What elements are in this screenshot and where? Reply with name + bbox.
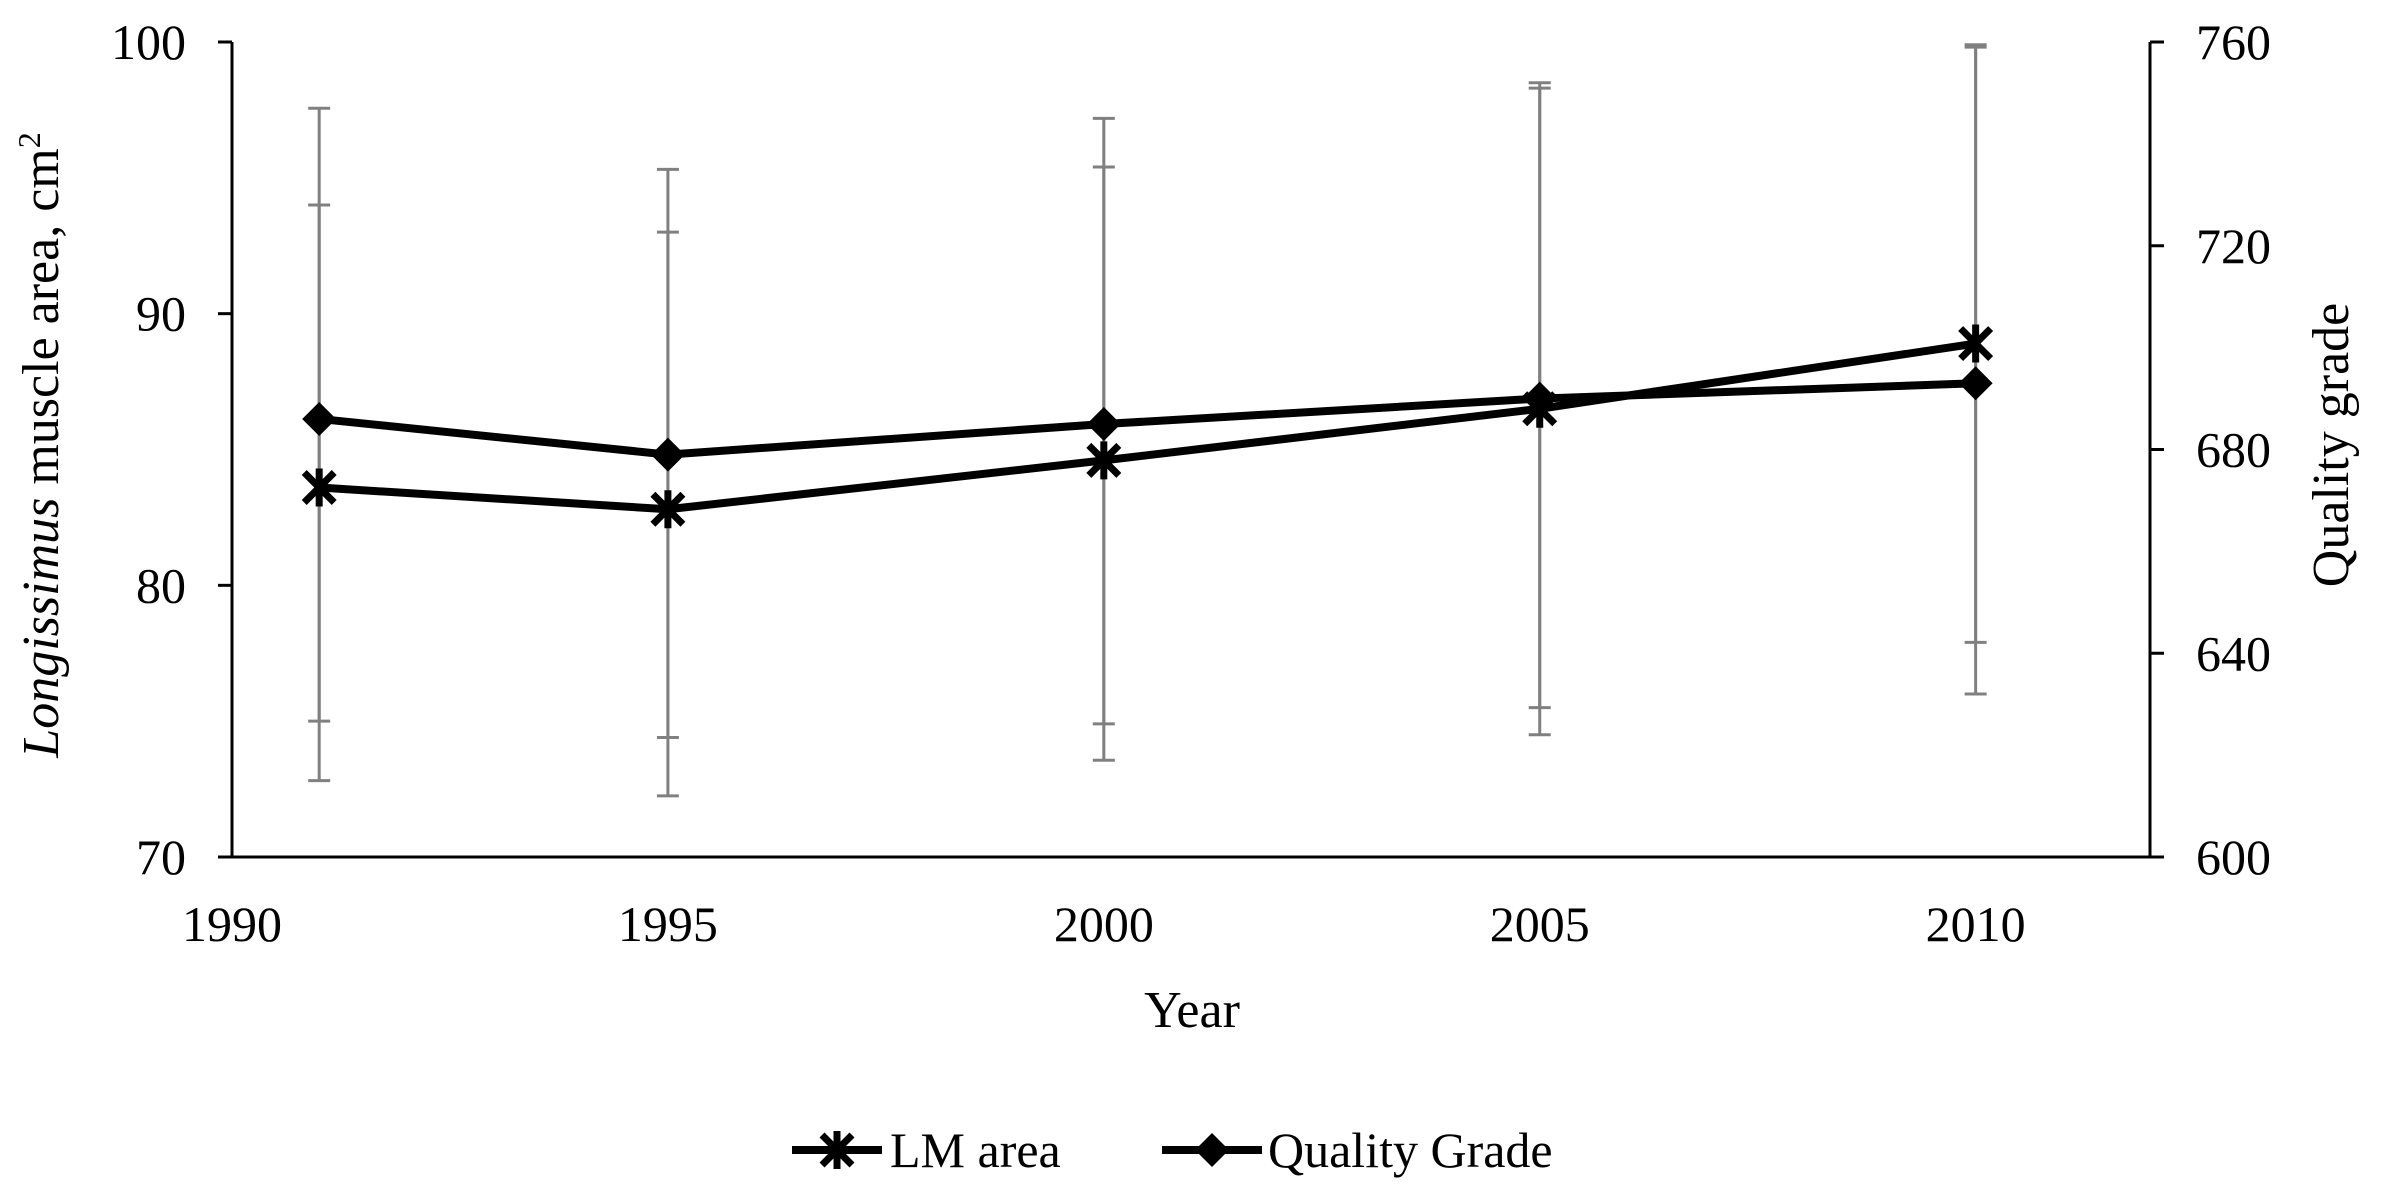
data-point-quality-grade	[1086, 407, 1121, 442]
y-axis-left-title-italic: Longissimus	[13, 498, 70, 759]
legend-marker-quality-grade	[1195, 1133, 1229, 1167]
x-tick-label: 1995	[618, 896, 718, 952]
legend-item-quality-grade: Quality Grade	[1162, 1122, 1553, 1178]
y2-tick-label: 720	[2196, 218, 2271, 274]
x-axis-title: Year	[1144, 982, 1240, 1039]
data-point-quality-grade	[302, 401, 337, 436]
y-tick-label: 100	[111, 14, 186, 70]
plot-area	[301, 43, 1994, 798]
data-point-quality-grade	[1522, 381, 1557, 416]
x-axis-ticks: 1990 1995 2000 2005 2010	[182, 896, 2026, 952]
y-axis-left-title-sup: 2	[11, 132, 47, 148]
x-tick-label: 2010	[1926, 896, 2026, 952]
y2-tick-label: 640	[2196, 625, 2271, 681]
y-axis-left-title-rest: muscle area, cm	[13, 148, 70, 497]
legend: LM area Quality Grade	[792, 1122, 1553, 1178]
data-point-quality-grade	[650, 437, 685, 472]
y-axis-right-ticks: 600 640 680 720 760	[2150, 14, 2271, 885]
data-point-lm-area	[1086, 441, 1122, 480]
axes: 1990 1995 2000 2005 2010 70 80 90 100 600 640 680…	[111, 14, 2271, 952]
y-axis-left-ticks: 70 80 90 100	[111, 14, 232, 885]
legend-label-quality-grade: Quality Grade	[1268, 1122, 1553, 1178]
y-tick-label: 70	[136, 829, 186, 885]
y2-tick-label: 680	[2196, 422, 2271, 478]
series-lines	[318, 339, 1977, 514]
data-point-lm-area	[301, 468, 337, 507]
x-tick-label: 2005	[1490, 896, 1590, 952]
x-tick-label: 2000	[1054, 896, 1154, 952]
series-markers	[301, 324, 1994, 529]
legend-label-lm-area: LM area	[890, 1122, 1061, 1178]
data-point-lm-area	[1958, 324, 1994, 363]
y-tick-label: 80	[136, 557, 186, 613]
x-tick-label: 1990	[182, 896, 282, 952]
y2-tick-label: 760	[2196, 14, 2271, 70]
y2-tick-label: 600	[2196, 829, 2271, 885]
data-point-lm-area	[650, 490, 686, 529]
series-line-quality-grade	[318, 379, 1976, 459]
series-line-lm-area	[318, 339, 1977, 514]
y-axis-left-title: Longissimus muscle area, cm2	[11, 132, 70, 758]
legend-marker-lm-area	[819, 1131, 855, 1169]
y-tick-label: 90	[136, 286, 186, 342]
legend-item-lm-area: LM area	[792, 1122, 1061, 1178]
data-point-quality-grade	[1958, 366, 1993, 401]
y-axis-right-title: Quality grade	[2303, 303, 2360, 587]
